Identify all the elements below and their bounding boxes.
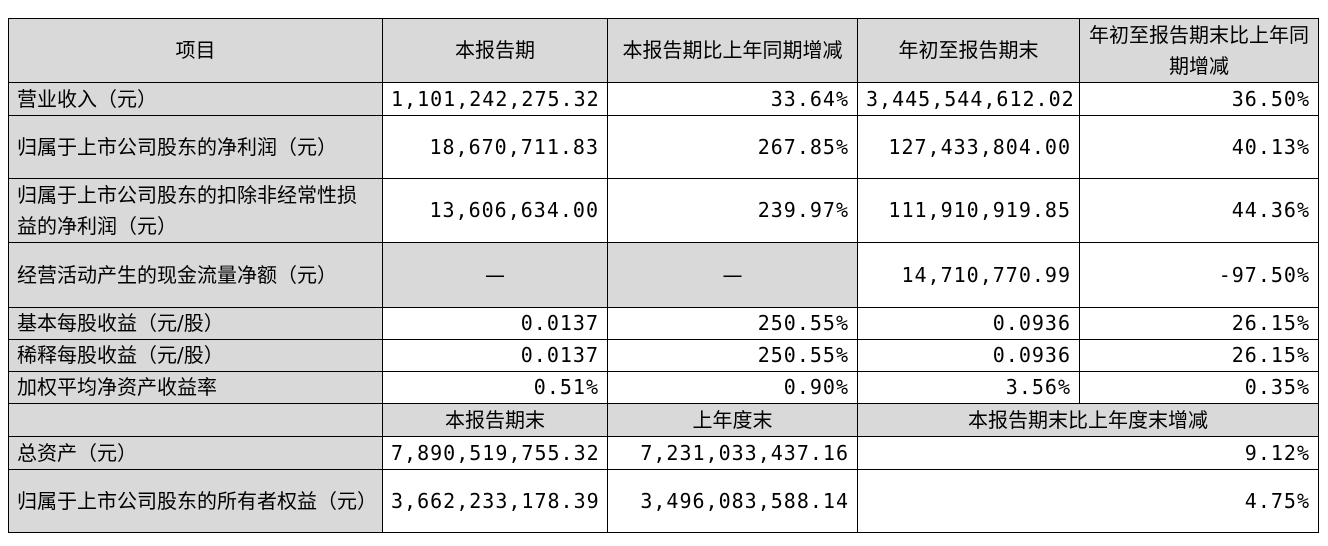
cell-ytd: 0.0936 xyxy=(857,307,1080,340)
header-period-end: 本报告期末 xyxy=(382,403,608,437)
cell-ytd-yoy: 26.15% xyxy=(1079,339,1319,372)
table-row: 营业收入（元） 1,101,242,275.32 33.64% 3,445,54… xyxy=(8,82,1319,116)
row-label: 稀释每股收益（元/股） xyxy=(8,339,383,372)
row-label: 经营活动产生的现金流量净额（元） xyxy=(8,242,383,308)
header-prior-year-end: 上年度末 xyxy=(607,403,858,437)
row-label: 基本每股收益（元/股） xyxy=(8,307,383,340)
row-label: 归属于上市公司股东的净利润（元） xyxy=(8,115,383,179)
cell-current: 1,101,242,275.32 xyxy=(382,82,608,116)
cell-current: 0.0137 xyxy=(382,307,608,340)
cell-current-yoy: 0.90% xyxy=(607,371,858,404)
cell-ytd: 14,710,770.99 xyxy=(857,242,1080,308)
cell-current-yoy: 33.64% xyxy=(607,82,858,116)
row-label: 营业收入（元） xyxy=(8,82,383,116)
cell-ytd: 0.0936 xyxy=(857,339,1080,372)
cell-period-end: 3,662,233,178.39 xyxy=(382,469,608,533)
row-label: 归属于上市公司股东的扣除非经常性损益的净利润（元） xyxy=(8,178,383,243)
cell-ytd-yoy: 0.35% xyxy=(1079,371,1319,404)
cell-current: 0.51% xyxy=(382,371,608,404)
subheader-blank xyxy=(8,403,383,437)
header-item: 项目 xyxy=(8,18,383,83)
cell-change: 4.75% xyxy=(857,469,1319,533)
table-subheader-row: 本报告期末 上年度末 本报告期末比上年度末增减 xyxy=(8,403,1319,437)
cell-prior-year-end: 3,496,083,588.14 xyxy=(607,469,858,533)
cell-ytd-yoy: -97.50% xyxy=(1079,242,1319,308)
header-change: 本报告期末比上年度末增减 xyxy=(857,403,1319,437)
cell-current-yoy: 250.55% xyxy=(607,307,858,340)
table-row: 归属于上市公司股东的扣除非经常性损益的净利润（元） 13,606,634.00 … xyxy=(8,178,1319,243)
cell-ytd-yoy: 36.50% xyxy=(1079,82,1319,116)
financial-summary-table: 项目 本报告期 本报告期比上年同期增减 年初至报告期末 年初至报告期末比上年同期… xyxy=(8,18,1319,533)
cell-current: 0.0137 xyxy=(382,339,608,372)
cell-ytd: 111,910,919.85 xyxy=(857,178,1080,243)
cell-ytd-yoy: 26.15% xyxy=(1079,307,1319,340)
table-row: 基本每股收益（元/股） 0.0137 250.55% 0.0936 26.15% xyxy=(8,307,1319,340)
table-row: 稀释每股收益（元/股） 0.0137 250.55% 0.0936 26.15% xyxy=(8,339,1319,372)
cell-ytd-yoy: 44.36% xyxy=(1079,178,1319,243)
row-label: 归属于上市公司股东的所有者权益（元） xyxy=(8,469,383,533)
cell-prior-year-end: 7,231,033,437.16 xyxy=(607,436,858,470)
header-current-period: 本报告期 xyxy=(382,18,608,83)
header-current-yoy: 本报告期比上年同期增减 xyxy=(607,18,858,83)
table-row: 加权平均净资产收益率 0.51% 0.90% 3.56% 0.35% xyxy=(8,371,1319,404)
table-row: 归属于上市公司股东的净利润（元） 18,670,711.83 267.85% 1… xyxy=(8,115,1319,179)
cell-current-yoy: 239.97% xyxy=(607,178,858,243)
table-row: 归属于上市公司股东的所有者权益（元） 3,662,233,178.39 3,49… xyxy=(8,469,1319,533)
header-ytd-yoy: 年初至报告期末比上年同期增减 xyxy=(1079,18,1319,83)
cell-current: 18,670,711.83 xyxy=(382,115,608,179)
table-row: 经营活动产生的现金流量净额（元） — — 14,710,770.99 -97.5… xyxy=(8,242,1319,308)
table-row: 总资产（元） 7,890,519,755.32 7,231,033,437.16… xyxy=(8,436,1319,470)
cell-current-yoy: 250.55% xyxy=(607,339,858,372)
cell-ytd: 3,445,544,612.02 xyxy=(857,82,1080,116)
cell-current-yoy: 267.85% xyxy=(607,115,858,179)
cell-change: 9.12% xyxy=(857,436,1319,470)
row-label: 总资产（元） xyxy=(8,436,383,470)
cell-current: — xyxy=(382,242,608,308)
cell-ytd-yoy: 40.13% xyxy=(1079,115,1319,179)
cell-current-yoy: — xyxy=(607,242,858,308)
cell-ytd: 3.56% xyxy=(857,371,1080,404)
cell-period-end: 7,890,519,755.32 xyxy=(382,436,608,470)
cell-current: 13,606,634.00 xyxy=(382,178,608,243)
header-ytd: 年初至报告期末 xyxy=(857,18,1080,83)
cell-ytd: 127,433,804.00 xyxy=(857,115,1080,179)
row-label: 加权平均净资产收益率 xyxy=(8,371,383,404)
table-header-row: 项目 本报告期 本报告期比上年同期增减 年初至报告期末 年初至报告期末比上年同期… xyxy=(8,18,1319,83)
